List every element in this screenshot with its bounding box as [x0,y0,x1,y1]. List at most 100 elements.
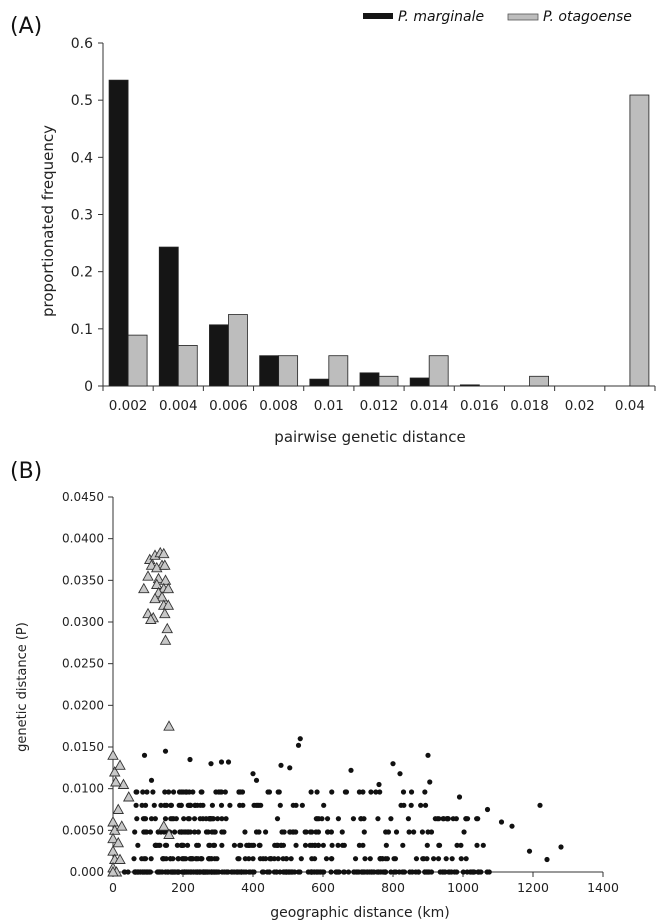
data-point-triangle [159,634,172,645]
data-point-circle [339,829,345,835]
data-point-circle [299,802,305,808]
y-tick-label: 0.6 [71,36,93,52]
data-point-circle [274,816,281,822]
data-point-circle [249,842,255,848]
data-point-circle [307,829,313,835]
data-point-triangle [115,820,128,831]
data-point-circle [435,856,442,862]
data-point-circle [168,802,175,808]
data-point-circle [181,856,187,862]
data-point-circle [278,762,284,768]
y-tick-label: 0.0050 [62,823,104,837]
data-point-circle [351,869,357,875]
bar-chart: 0 0.1 0.2 0.3 0.4 0.5 0.6 0.002 0.004 0.006 0.008 0… [71,36,656,414]
data-point-circle [383,842,389,848]
y-axis-title-b: genetic distance (P) [15,622,30,752]
x-tick-label: 400 [241,880,265,895]
data-point-circle [335,816,341,822]
data-point-circle [397,771,403,777]
data-point-circle [193,856,199,862]
data-point-circle [185,829,191,835]
data-point-circle [509,823,515,829]
bar-marginale [459,384,480,387]
data-point-circle [290,802,296,808]
data-point-circle [134,869,140,875]
data-point-circle [329,789,335,795]
data-point-circle [192,802,198,808]
data-point-circle [178,789,184,795]
data-point-circle [328,829,334,835]
data-point-triangle [114,759,126,770]
x-axis-title-a: pairwise genetic distance [274,428,465,446]
panel-b: (B) 0.0000.00500.01000.01500.02000.02500… [10,459,619,921]
data-point-circle [195,842,201,848]
data-point-triangle [163,720,175,731]
data-point-circle [215,816,221,822]
data-point-circle [375,816,381,822]
data-point-circle [422,789,428,795]
x-tick-label: 1000 [447,880,479,895]
data-point-triangle [157,547,170,559]
data-point-circle [298,856,304,862]
data-point-circle [475,869,481,875]
data-point-circle [362,856,368,862]
data-point-circle [144,829,150,835]
data-point-circle [173,869,179,875]
data-point-circle [148,777,155,783]
data-point-circle [183,789,190,795]
data-point-circle [208,816,214,822]
data-point-circle [342,789,348,795]
data-point-circle [558,844,564,850]
data-point-circle [418,802,424,808]
data-point-circle [320,842,326,848]
data-point-circle [162,748,169,754]
data-point-circle [162,816,169,822]
data-point-circle [231,842,238,848]
data-point-circle [376,869,382,875]
data-point-circle [268,856,274,862]
data-point-circle [125,869,131,875]
data-point-circle [367,856,373,862]
data-point-circle [155,829,161,835]
data-point-circle [205,856,212,862]
data-point-triangle [112,836,125,848]
data-point-circle [179,829,185,835]
data-point-circle [246,869,252,875]
data-point-circle [498,819,505,825]
data-point-circle [142,802,149,808]
data-point-circle [181,869,187,875]
data-point-circle [238,842,244,848]
x-tick-label: 800 [381,880,405,895]
data-point-circle [165,869,171,875]
y-tick-label: 0.4 [71,150,93,166]
legend-swatch-marginale [363,13,393,19]
data-point-circle [250,771,256,777]
data-point-triangle [107,832,119,844]
data-point-circle [373,789,379,795]
data-point-circle [308,789,314,795]
data-point-circle [281,869,288,875]
data-point-triangle [142,570,154,581]
data-point-circle [227,802,233,808]
data-point-circle [142,816,149,822]
data-point-circle [132,829,138,835]
data-point-circle [359,869,365,875]
x-tick-label: 0.006 [209,398,248,414]
data-point-circle [409,869,415,875]
bar-marginale [158,246,179,387]
data-point-circle [458,842,464,848]
data-point-circle [434,816,441,822]
y-tick-label: 0.0200 [62,698,104,712]
data-point-circle [236,789,242,795]
data-point-circle [431,856,437,862]
data-point-circle [314,869,320,875]
data-point-circle [385,829,392,835]
data-point-circle [470,869,477,875]
x-tick-label: 200 [171,880,195,895]
data-point-triangle [156,591,168,602]
data-point-circle [324,816,331,822]
data-point-circle [461,829,467,835]
data-point-circle [265,789,271,795]
data-point-circle [390,761,396,767]
data-point-circle [172,829,178,835]
